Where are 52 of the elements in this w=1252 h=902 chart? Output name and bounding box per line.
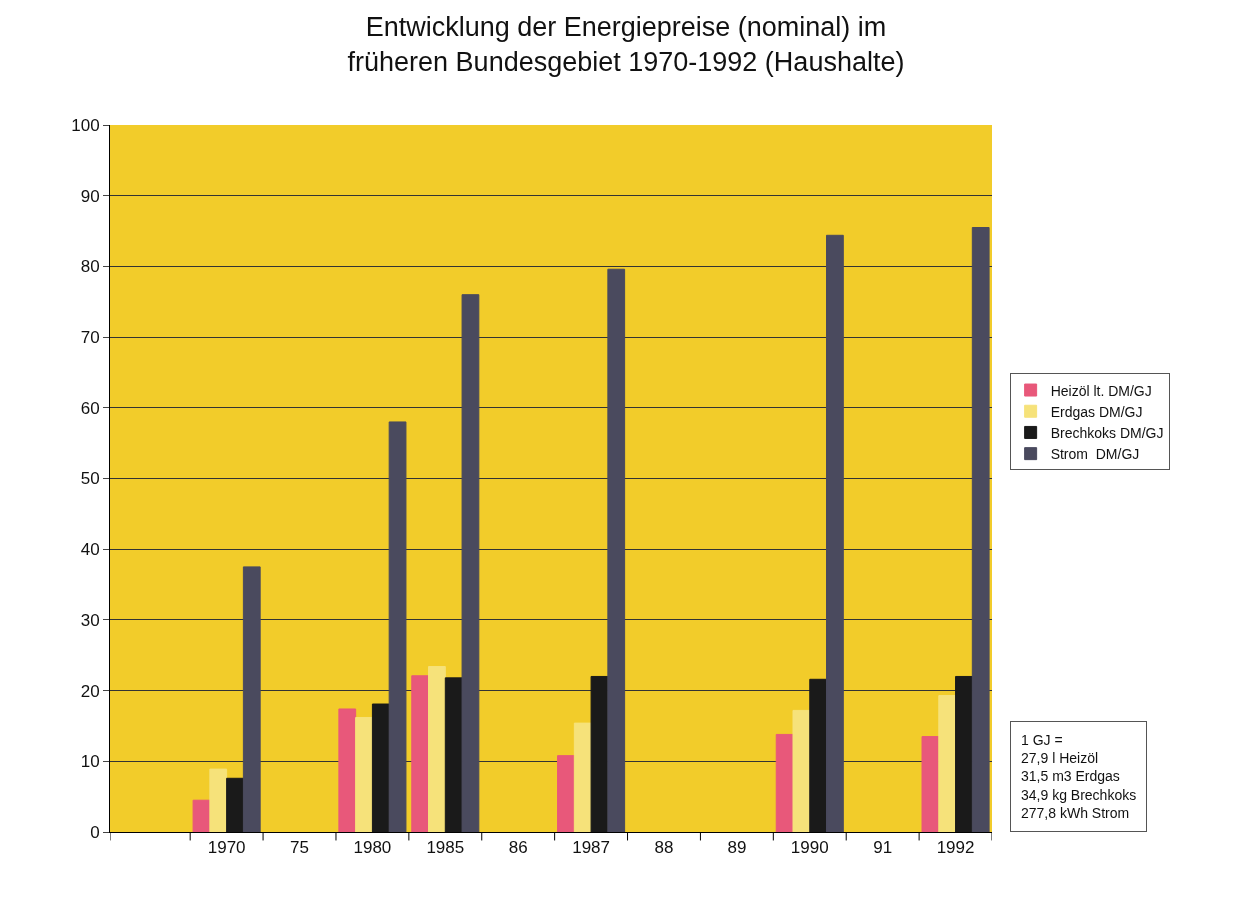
y-tick-label: 60 (80, 398, 100, 418)
legend-label: Strom DM/GJ (1050, 446, 1140, 463)
y-tick-label: 50 (80, 469, 100, 489)
bar (792, 709, 811, 832)
x-tick-label: 88 (654, 838, 674, 858)
bar (557, 755, 575, 832)
bar (971, 227, 990, 832)
x-tick-label: 75 (290, 838, 309, 858)
y-tick-label: 70 (80, 328, 100, 348)
y-tick-label: 40 (80, 540, 100, 560)
bar (573, 722, 592, 832)
x-tick-label: 1980 (353, 838, 392, 858)
y-tick-label: 0 (90, 822, 100, 842)
x-tick-label: 86 (508, 838, 528, 858)
x-tick-label: 1985 (426, 838, 465, 858)
bar (338, 708, 357, 832)
text: 1 GJ = 27,9 l Heizöl 31,5 m3 Erdgas 34,9 kg Brechkoks 277,8 kWh Strom (1021, 732, 1137, 821)
bar (826, 234, 844, 832)
x-tick-label: 1987 (572, 838, 610, 858)
y-tick-label: 80 (80, 257, 100, 277)
bar (428, 666, 446, 832)
bar (809, 678, 828, 832)
legend-label: Heizöl lt. DM/GJ (1050, 382, 1152, 399)
bar (355, 716, 373, 832)
bar (242, 566, 261, 832)
bar (775, 733, 794, 832)
bar (226, 777, 244, 832)
x-tick-label: 91 (873, 838, 893, 858)
bar (411, 675, 430, 832)
bar (209, 768, 228, 832)
y-tick-label: 100 (71, 115, 100, 135)
bar (192, 799, 211, 832)
y-tick-label: 10 (80, 752, 100, 772)
bar (388, 421, 407, 832)
bar (607, 268, 626, 832)
bar (938, 695, 957, 832)
bar (461, 294, 480, 832)
bar (371, 703, 390, 832)
bar (590, 675, 609, 832)
x-tick-label: 1970 (207, 838, 246, 858)
y-tick-label: 90 (80, 186, 100, 206)
y-tick-label: 20 (80, 681, 100, 701)
bar (955, 675, 973, 832)
x-tick-label: 1990 (790, 838, 829, 858)
bar (444, 677, 463, 832)
bar (921, 736, 940, 832)
x-tick-label: 1992 (936, 838, 975, 858)
chart-title: Entwicklung der Energiepreise (nominal) im früheren Bundesgebiet 1970-1992 (Haushalte) (347, 12, 905, 78)
legend-label: Brechkoks DM/GJ (1050, 424, 1164, 441)
y-tick-label: 30 (80, 610, 100, 630)
x-tick-label: 89 (727, 838, 747, 858)
legend-label: Erdgas DM/GJ (1050, 403, 1143, 420)
